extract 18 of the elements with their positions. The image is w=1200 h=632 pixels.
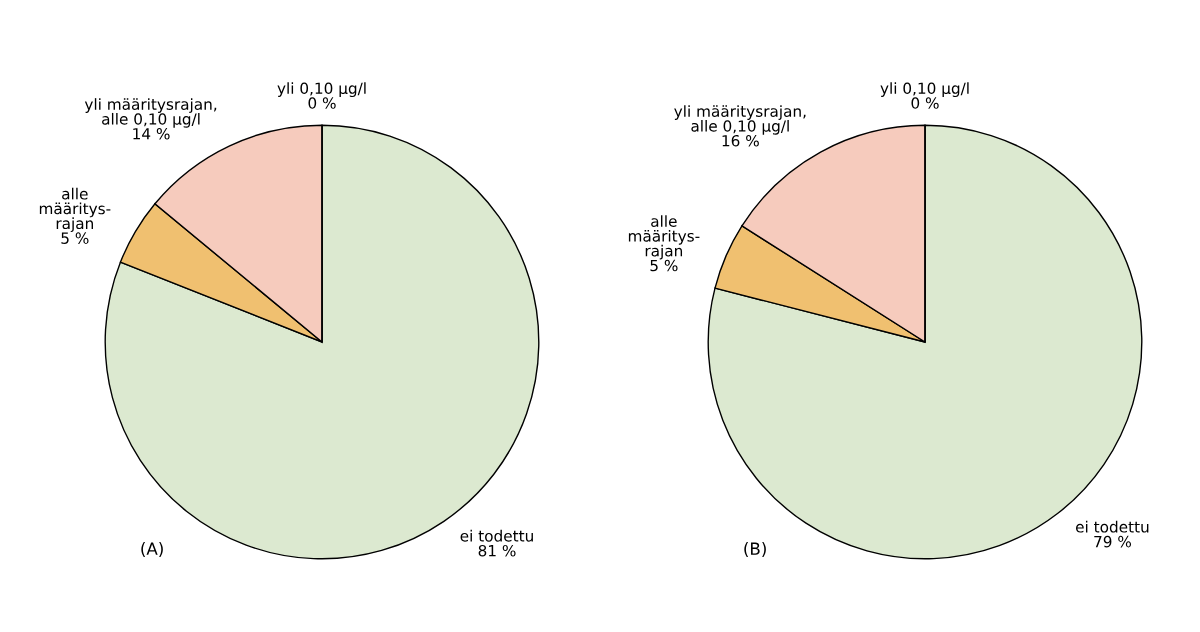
data-label: 79 %: [1094, 535, 1132, 548]
slice-label: yli määritysrajan, alle 0,10 µg/l: [674, 105, 806, 135]
category-label: yli 0,10 µg/l: [880, 82, 969, 98]
text: 0 %: [911, 97, 939, 109]
slice-label: ei todettu: [460, 529, 533, 542]
text: 0 %: [308, 97, 336, 109]
slice-label: alle määritys- rajan: [628, 215, 700, 260]
text: (A): [141, 542, 163, 557]
data-label: 5 %: [650, 259, 678, 272]
text: (B): [744, 542, 766, 557]
category-label: yli 0,10 µg/l: [277, 82, 366, 98]
data-label: 81 %: [478, 544, 516, 557]
data-label: 14 %: [133, 127, 170, 140]
slice-label: alle määritys- rajan: [39, 187, 111, 233]
data-label: 16 %: [722, 134, 759, 147]
slice-label: yli määritysrajan, alle 0,10 µg/l: [84, 98, 217, 128]
data-label: 5 %: [61, 232, 89, 244]
slice-label: ei todettu: [1075, 520, 1149, 533]
